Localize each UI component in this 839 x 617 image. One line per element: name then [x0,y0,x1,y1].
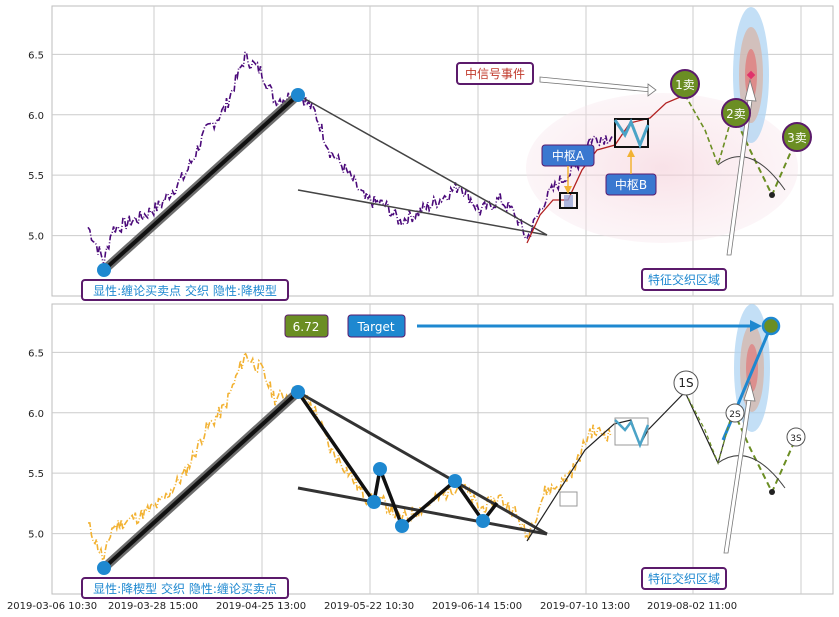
wedge-lower-line-bottom [297,486,548,536]
sell-1-text: 1卖 [675,78,695,92]
pivot-b-text: 中枢B [615,177,647,192]
arrow-up-2-head [743,380,756,402]
segment-line-bottom [526,390,734,542]
sell-2-badge: 2卖 [721,98,751,128]
pivot-a-fill [564,195,573,207]
arc-end-point [769,192,775,198]
x-tick-label: 2019-04-25 13:00 [216,601,306,612]
pivot-a-pointer-head [564,186,572,194]
target-arrow-head [750,320,762,332]
x-tick-label: 2019-07-10 13:00 [540,601,630,612]
feature-zone-text-top: 特征交织区域 [648,272,720,287]
pivot-a-label: 中枢A [541,144,595,167]
pivot-b-pointer-head [627,149,635,157]
pivot-b-box [614,118,649,148]
wave-point-2 [367,495,381,509]
legend-top: 显性:缠论买卖点 交织 隐性:降楔型 [81,279,289,301]
wedge-upper-line-bottom [297,390,548,536]
up-stroke-bottom [102,390,300,570]
sell-2-text: 2卖 [726,107,746,121]
target-text: Target [356,320,394,334]
s1-badge: 1S [673,370,699,396]
price-badge-text: 6.72 [293,320,320,334]
wave-point-6 [476,514,490,528]
pivot-b-box-bottom [614,417,649,446]
sell-path-2 [732,112,797,198]
target-point [761,316,781,336]
x-tick-label: 2019-06-14 15:00 [432,601,522,612]
sell-3-text: 3卖 [787,131,807,145]
pivot-point-start [97,263,111,277]
up-stroke [102,93,300,272]
feature-zone-label-top: 特征交织区域 [641,268,727,291]
price-series-bottom [87,350,613,561]
sell-1-badge: 1卖 [670,69,700,99]
feature-zone-text-bottom: 特征交织区域 [648,571,720,586]
pivot-zone-ellipse [526,93,798,243]
s3-text: 3S [790,434,802,444]
bottom-panel: 5.0 5.5 6.0 6.5 [28,303,834,599]
pivot-b-wave [613,118,650,150]
pivot-a-box-bottom [559,491,578,507]
signal-arrow-head [647,83,657,97]
target-label: Target [347,314,406,338]
s1-text: 1S [678,376,693,390]
signal-event-text: 中信号事件 [465,66,525,81]
price-series-top [87,51,613,266]
price-badge: 6.72 [284,314,329,338]
bottom-y-axis: 5.0 5.5 6.0 6.5 [28,348,44,540]
y-tick-label: 6.0 [28,111,44,122]
legend-top-text: 显性:缠论买卖点 交织 隐性:降楔型 [93,283,277,298]
x-tick-label: 2019-03-28 15:00 [108,601,198,612]
arc-end-point-bottom [769,489,775,495]
signal-event-label: 中信号事件 [456,62,534,85]
x-tick-label: 2019-05-22 10:30 [324,601,414,612]
sell-path-1 [684,94,734,168]
wave-point-4 [395,519,409,533]
y-tick-label: 5.0 [28,530,44,541]
x-axis: 2019-03-06 10:30 2019-03-28 15:00 2019-04-… [7,601,737,612]
y-tick-label: 6.0 [28,409,44,420]
arc-line-bottom [717,455,786,489]
wedge-upper-line [297,94,548,236]
y-tick-label: 6.5 [28,348,44,359]
top-y-axis: 5.0 5.5 6.0 6.5 [28,50,44,242]
sell-3-badge: 3卖 [782,122,812,152]
y-tick-label: 5.0 [28,232,44,243]
arrow-up-2 [723,399,752,554]
y-tick-label: 6.5 [28,50,44,61]
s2-text: 2S [729,410,741,420]
x-tick-label: 2019-08-02 11:00 [647,601,737,612]
pivot-b-wave-bottom [614,419,650,449]
segment-up-line [526,94,686,244]
signal-arrow [539,76,653,93]
x-tick-label: 2019-03-06 10:30 [7,601,97,612]
s2-badge: 2S [725,403,745,423]
arrow-up-1-head [744,78,757,102]
bottom-panel-frame [51,303,834,595]
s3-badge: 3S [786,427,806,447]
pivot-b-label: 中枢B [605,173,657,196]
pivot-point-high [291,88,305,102]
sell-path-bottom-2 [732,409,797,495]
wave-point-5 [448,474,462,488]
y-tick-label: 5.5 [28,171,44,182]
top-panel: 5.0 5.5 6.0 6.5 [28,5,834,301]
arc-line [717,156,786,191]
bottom-grid [52,304,833,594]
y-tick-label: 5.5 [28,469,44,480]
pivot-a-text: 中枢A [552,148,585,163]
sell-path-bottom-1 [684,391,734,465]
legend-bottom-text: 显性:降楔型 交织 隐性:缠论买卖点 [93,581,277,596]
wedge-lower-line [297,189,548,236]
legend-bottom: 显性:降楔型 交织 隐性:缠论买卖点 [81,577,289,599]
top-panel-frame [51,5,834,297]
feature-zone-label-bottom: 特征交织区域 [641,567,727,590]
wave-point-3 [373,462,387,476]
wave-point-0 [97,561,111,575]
wave-point-1 [291,385,305,399]
